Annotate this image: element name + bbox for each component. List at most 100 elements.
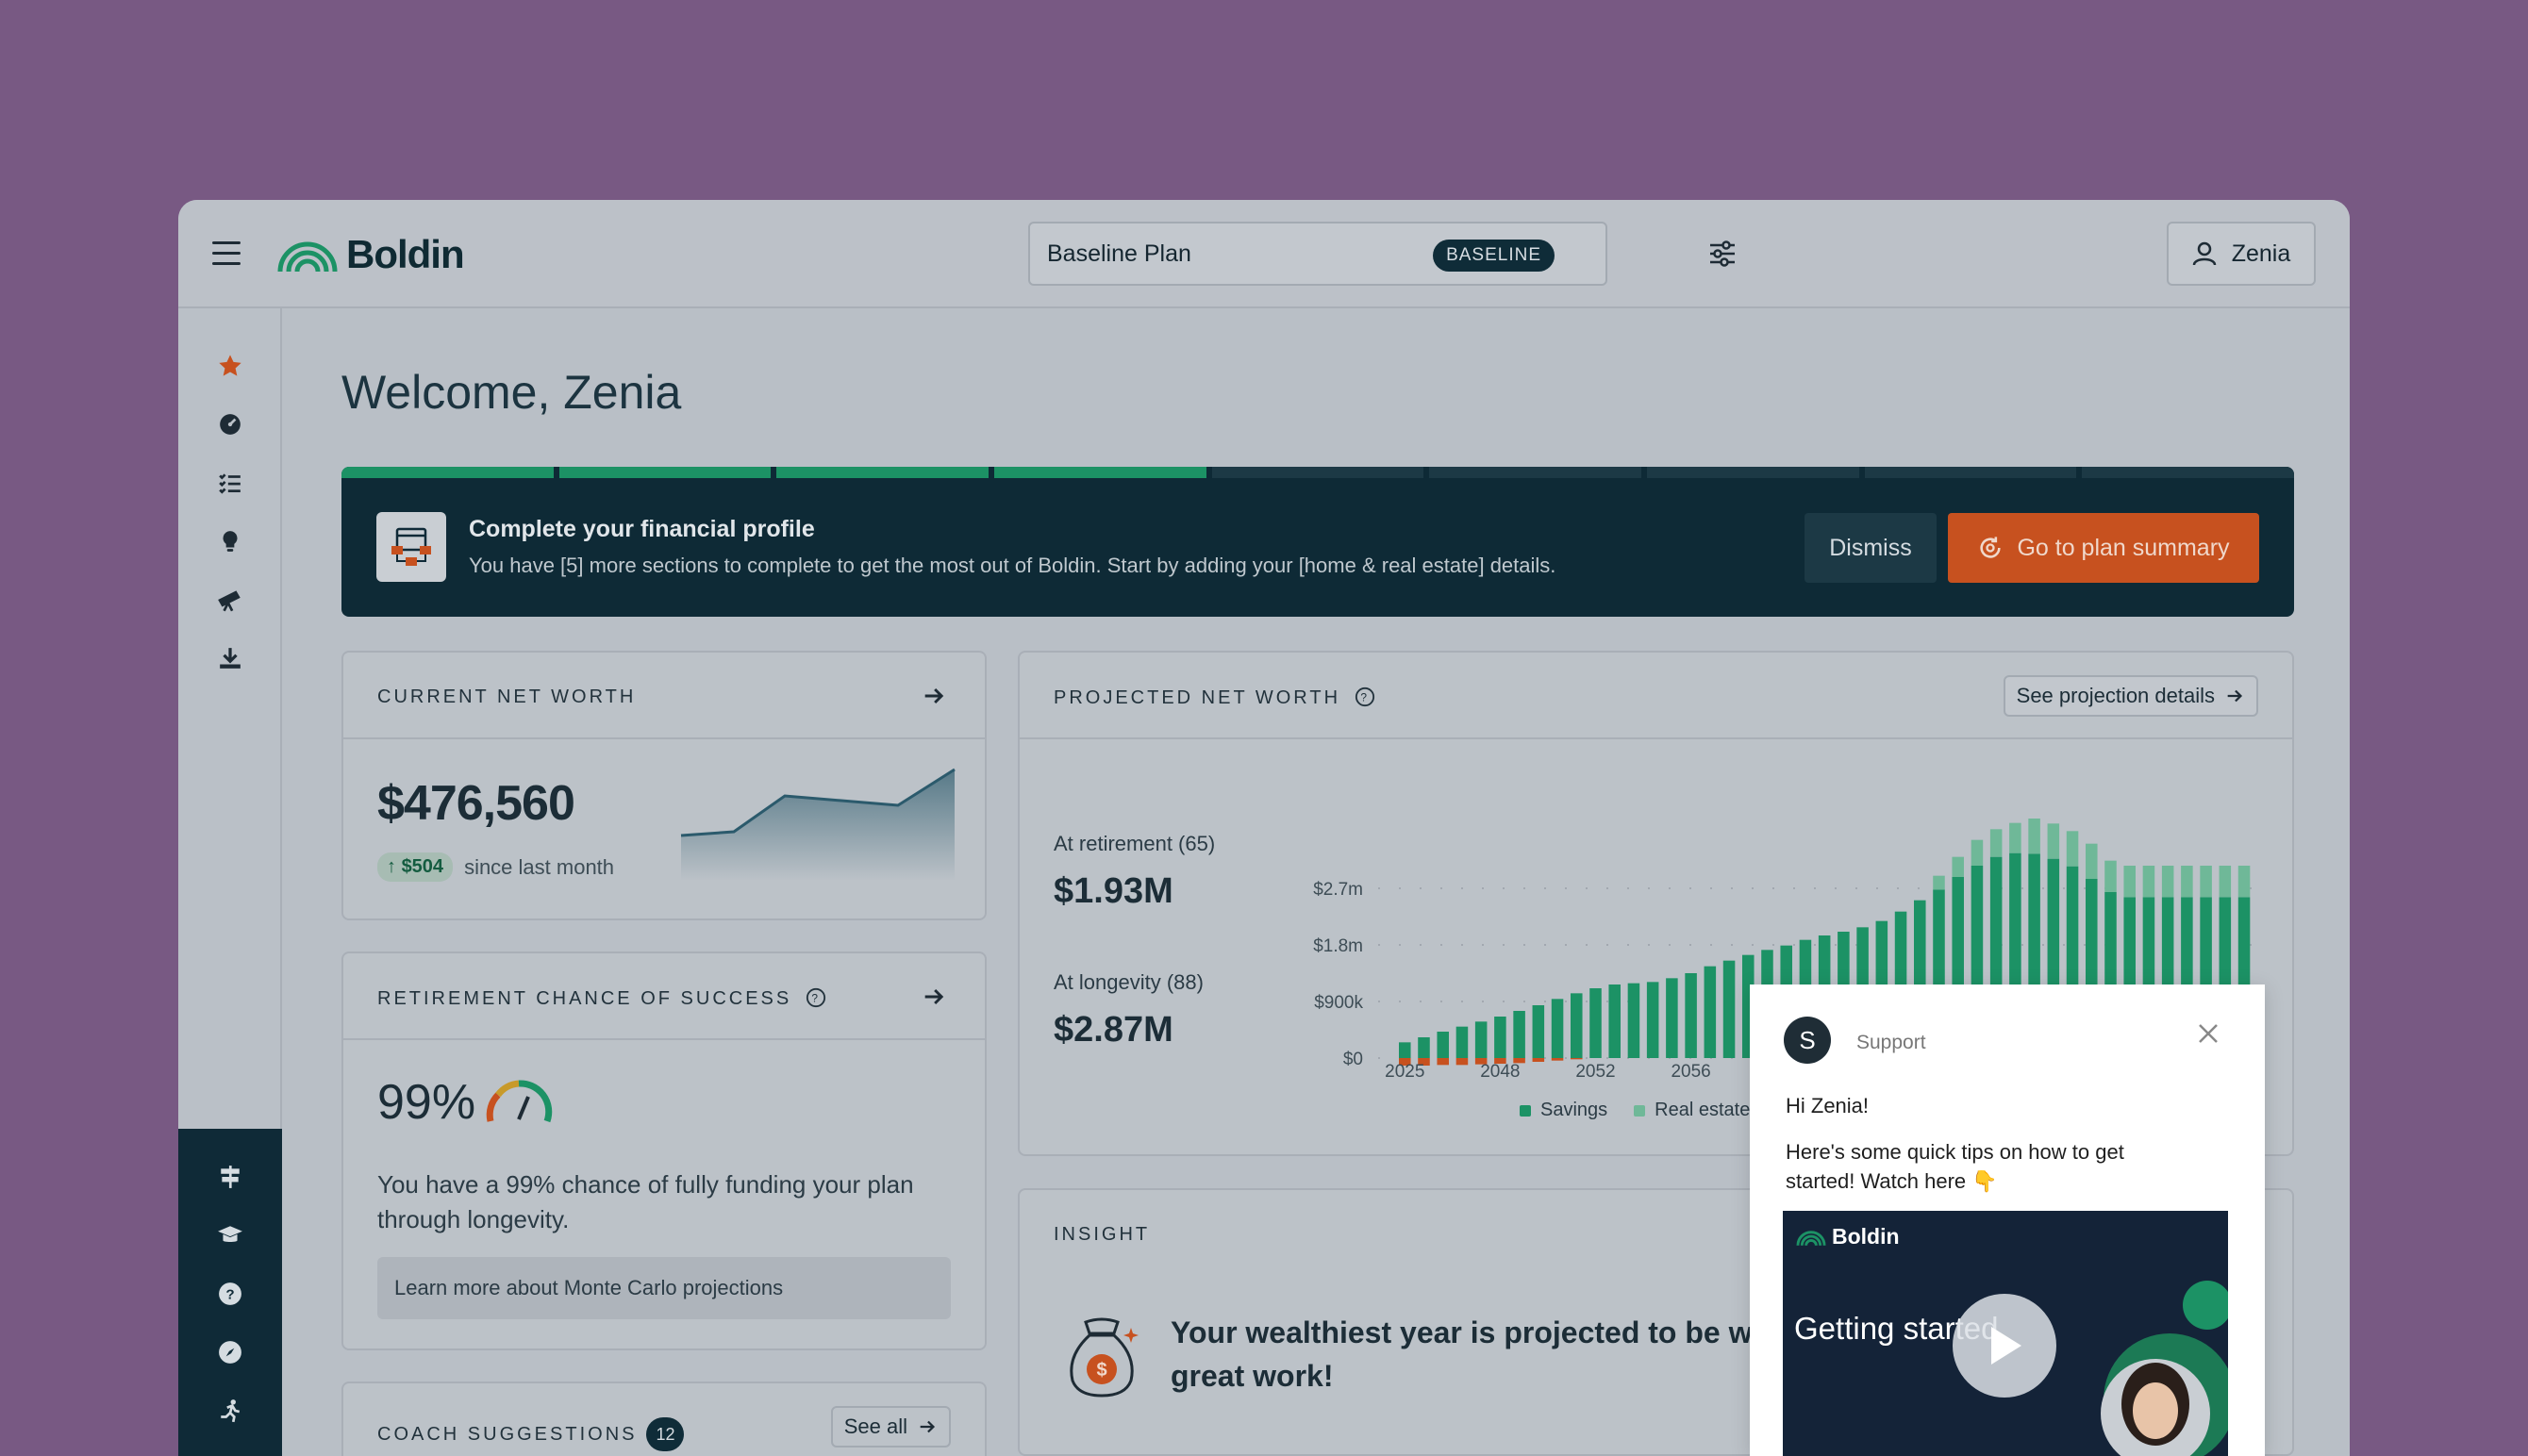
card-header: PROJECTED NET WORTH ? See projection det… [1020,653,2292,739]
svg-text:?: ? [1360,691,1369,704]
play-button[interactable] [1953,1294,2056,1398]
card-label: COACH SUGGESTIONS 12 [377,1417,685,1451]
brand-logo[interactable]: Boldin [276,228,465,281]
bar-savings [1532,1005,1545,1058]
legend-savings-label: Savings [1540,1100,1608,1120]
help-circle-icon[interactable]: ? [806,987,826,1008]
sidebar-item-learn[interactable] [178,1206,282,1265]
retirement-success-card[interactable]: RETIREMENT CHANCE OF SUCCESS ? 99% You h… [341,951,987,1350]
bar-savings [1608,984,1621,1058]
retirement-stat-label: At retirement (65) [1054,832,1216,855]
sidebar: ? [178,308,282,1456]
sidebar-item-favorites[interactable] [178,337,282,395]
help-circle-icon[interactable]: ? [1355,687,1375,707]
profile-icon-box [376,512,446,582]
progress-segment [1429,467,1642,478]
sidebar-item-compass[interactable] [178,1323,282,1382]
longevity-stat-label: At longevity (88) [1054,970,1204,994]
net-worth-sparkline [680,768,956,881]
progress-segment [776,467,990,478]
sidebar-item-help[interactable]: ? [178,1265,282,1323]
progress-segment [994,467,1206,478]
sidebar-item-checklist[interactable] [178,454,282,512]
go-to-plan-summary-label: Go to plan summary [2017,534,2230,561]
bar-debt [1551,1058,1564,1061]
checklist-icon [219,473,241,494]
profile-progress-bar [341,467,2294,478]
sidebar-item-explore[interactable] [178,571,282,629]
retirement-stat-value: $1.93M [1054,871,1173,911]
running-person-icon [221,1399,241,1423]
support-tip: Here's some quick tips on how to get sta… [1786,1140,2124,1193]
bar-debt [1494,1058,1506,1064]
progress-segment [341,467,554,478]
bar-real-estate [2104,860,2117,892]
refresh-icon [1980,537,2002,558]
bar-real-estate [2161,866,2174,898]
svg-text:?: ? [225,1286,234,1302]
card-header: RETIREMENT CHANCE OF SUCCESS ? [343,953,985,1040]
bar-debt [1418,1058,1430,1066]
sidebar-item-activity[interactable] [178,1382,282,1440]
plan-selector[interactable]: Baseline Plan BASELINE [1028,222,1607,286]
net-worth-value: $476,560 [377,776,575,831]
change-value: $504 [401,856,444,877]
bar-real-estate [2219,866,2232,898]
sidebar-item-insights[interactable] [178,512,282,571]
bar-savings [1474,1021,1488,1058]
bar-savings [1418,1037,1430,1058]
arrow-right-icon[interactable] [921,984,947,1010]
video-decoration [2101,1281,2228,1456]
bar-savings [1666,978,1678,1058]
bar-real-estate [1971,839,1984,866]
see-all-button[interactable]: See all [830,1406,951,1448]
bar-debt [1399,1058,1411,1066]
bar-real-estate [1933,875,1945,890]
top-bar: Boldin Baseline Plan BASELINE Zenia [178,200,2350,308]
lightbulb-icon [223,531,238,552]
brand-name: Boldin [346,232,465,276]
arrow-right-icon[interactable] [921,683,947,709]
current-net-worth-card[interactable]: CURRENT NET WORTH $476,560 ↑ $504 since … [341,651,987,920]
dismiss-button[interactable]: Dismiss [1805,513,1937,583]
progress-segment [558,467,772,478]
bar-savings [1646,982,1659,1058]
plan-name: Baseline Plan [1047,240,1191,267]
go-to-plan-summary-button[interactable]: Go to plan summary [1948,513,2259,583]
bar-debt [1437,1058,1449,1066]
x-tick-label: 2052 [1575,1062,1615,1077]
change-label: since last month [464,854,615,879]
bar-savings [1399,1042,1411,1058]
bar-real-estate [2142,866,2155,898]
sidebar-item-download[interactable] [178,629,282,687]
rainbow-icon [277,241,338,273]
suggestion-count-badge: 12 [646,1417,685,1451]
card-label: INSIGHT [1054,1224,1151,1245]
bar-real-estate [2066,831,2079,867]
compass-icon [219,1341,241,1364]
bar-savings [1551,999,1564,1058]
sliders-icon[interactable] [1708,240,1737,268]
change-badge: ↑ $504 [377,852,454,882]
baseline-badge: BASELINE [1433,240,1555,272]
user-menu-button[interactable]: Zenia [2167,222,2316,286]
star-icon [219,355,241,376]
menu-icon[interactable] [212,241,241,266]
sidebar-item-roadmap[interactable] [178,1148,282,1206]
help-icon: ? [219,1282,241,1305]
card-label: CURRENT NET WORTH [377,687,637,707]
bar-savings [1437,1032,1449,1058]
gauge-icon [486,1080,553,1123]
monte-carlo-link[interactable]: Learn more about Monte Carlo projections [377,1257,951,1319]
dashboard-icon [220,414,241,435]
getting-started-video[interactable]: Boldin Getting started [1783,1211,2228,1456]
chart-legend: Savings Real estate [1520,1100,1750,1121]
net-worth-change: ↑ $504 since last month [377,852,614,882]
sidebar-item-dashboard[interactable] [178,395,282,454]
coach-suggestions-card: COACH SUGGESTIONS 12 See all [341,1382,987,1456]
bar-debt [1455,1058,1469,1066]
money-bag-icon: $ [1070,1317,1139,1398]
bar-real-estate [2086,843,2098,879]
close-icon[interactable] [2197,1022,2220,1045]
see-projection-details-button[interactable]: See projection details [2003,675,2258,717]
